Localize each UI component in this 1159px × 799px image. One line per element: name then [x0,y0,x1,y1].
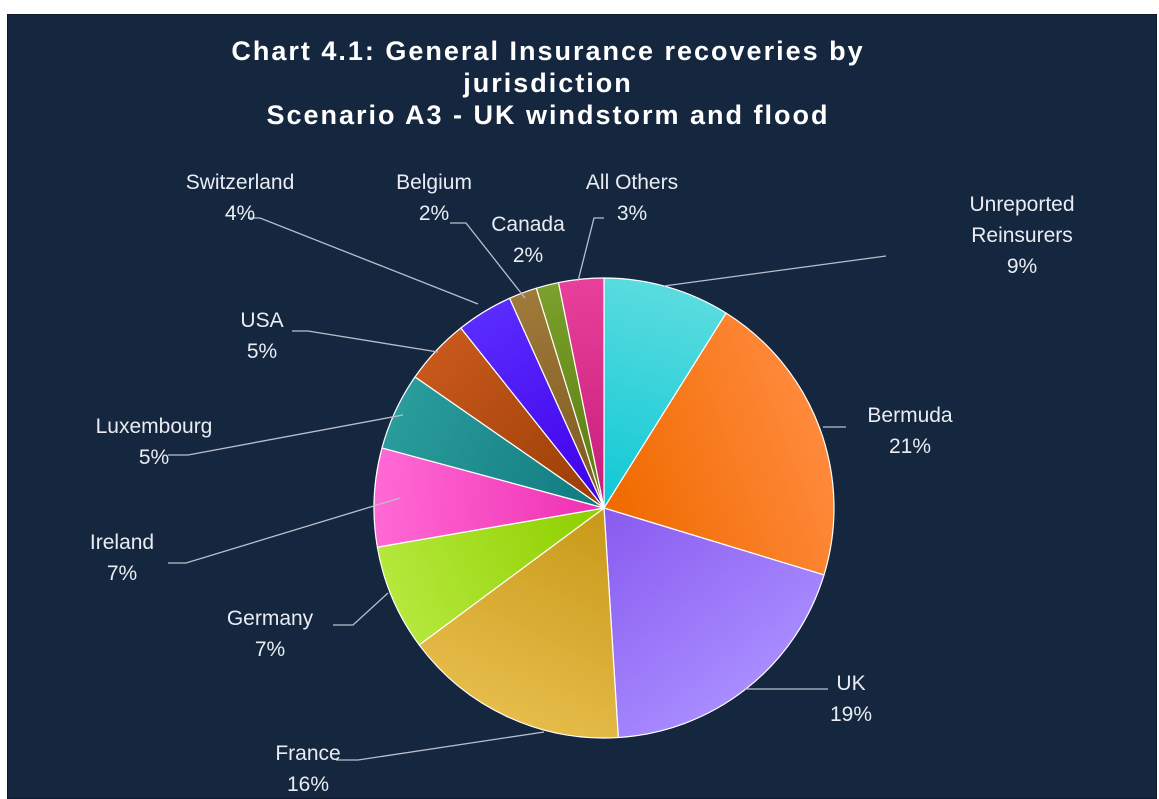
leader-line-belgium [450,222,526,299]
slice-label-bermuda: Bermuda 21% [867,404,953,458]
pie-slice-bermuda [603,312,835,576]
chart-title: Chart 4.1: General Insurance recoveries … [8,35,1088,131]
slice-label-germany: Germany 7% [227,607,314,661]
leader-line-france [336,731,545,761]
slice-label-belgium: Belgium 2% [396,171,472,225]
slice-labels: Unreported Reinsurers 9% Bermuda 21% UK 19% Fra… [90,171,1075,796]
slice-label-switzerland: Switzerland 4% [186,171,295,225]
slice-label-all-others: All Others 3% [586,171,678,225]
slice-label-usa: USA 5% [240,309,283,363]
leader-lines [168,217,887,761]
pie-chart: Unreported Reinsurers 9% Bermuda 21% UK 19% Fra… [90,171,1075,796]
chart-area: Chart 4.1: General Insurance recoveries … [7,14,1157,799]
chart-title-line-3: Scenario A3 - UK windstorm and flood [266,100,830,130]
leader-line-unreported-reinsurers [663,255,887,287]
chart-title-line-1: Chart 4.1: General Insurance recoveries … [231,36,865,66]
pie-slice-unreported-reinsurers [603,277,727,509]
pie-slices [373,277,835,739]
leader-line-ireland [168,497,401,564]
slice-label-unreported-reinsurers: Unreported Reinsurers 9% [969,193,1074,278]
leader-line-switzerland [248,217,479,305]
leader-line-usa [292,330,439,353]
chart-title-line-2: jurisdiction [463,68,633,98]
slice-label-luxembourg: Luxembourg 5% [96,415,213,469]
slice-label-canada: Canada 2% [491,213,565,267]
leader-line-luxembourg [168,414,404,456]
slice-label-france: France 16% [275,742,340,796]
leader-line-germany [333,592,389,626]
pie-slice-all-others [557,277,605,509]
pie-slice-france [418,507,619,739]
pie-slice-germany [376,507,605,646]
slice-label-ireland: Ireland 7% [90,531,154,585]
slice-label-uk: UK 19% [830,672,872,726]
leader-line-all-others [577,217,604,282]
